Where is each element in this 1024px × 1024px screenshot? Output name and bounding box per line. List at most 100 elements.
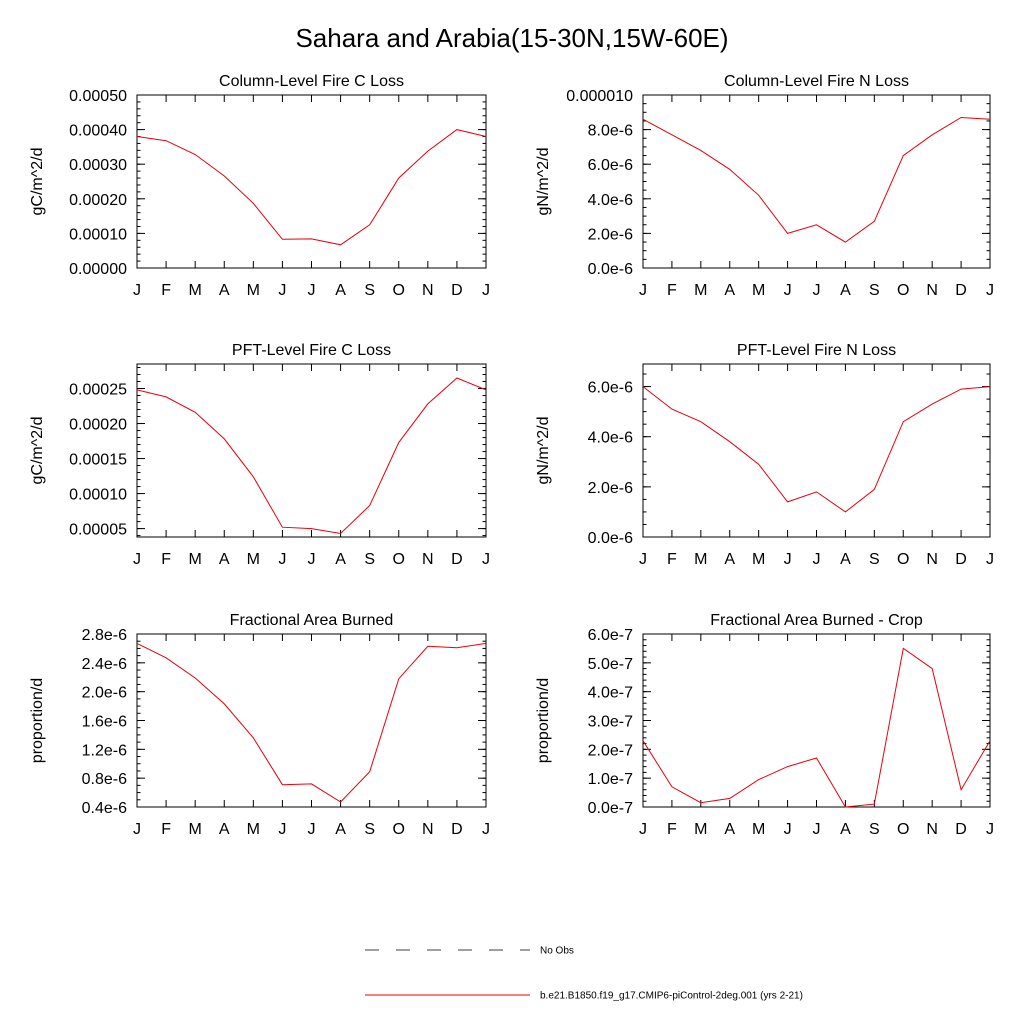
x-tick-label: A (219, 282, 230, 299)
x-tick-label: F (161, 821, 171, 838)
panel-title: PFT-Level Fire C Loss (232, 342, 391, 359)
panel-title: Column-Level Fire N Loss (724, 73, 909, 90)
x-tick-label: J (308, 282, 316, 299)
data-point (368, 504, 370, 506)
x-tick-label: N (422, 282, 434, 299)
x-tick-label: M (752, 282, 765, 299)
x-tick-label: N (422, 821, 434, 838)
data-point (989, 118, 991, 120)
x-tick-label: N (926, 282, 938, 299)
y-tick-label: 2.8e-6 (82, 627, 127, 644)
data-point (281, 238, 283, 240)
data-point (729, 797, 731, 799)
x-tick-label: A (724, 551, 735, 568)
y-tick-label: 2.0e-7 (588, 742, 633, 759)
data-point (485, 389, 487, 391)
x-tick-label: A (724, 821, 735, 838)
x-tick-label: J (308, 551, 316, 568)
x-tick-label: O (393, 551, 405, 568)
data-point (642, 739, 644, 741)
series-line-model (642, 116, 991, 243)
data-point (136, 135, 138, 137)
data-point (252, 476, 254, 478)
x-tick-label: M (189, 551, 202, 568)
x-tick-label: M (189, 821, 202, 838)
x-tick-label: D (451, 821, 463, 838)
y-tick-label: 0.00030 (69, 157, 127, 174)
x-tick-label: A (724, 282, 735, 299)
x-tick-label: F (667, 282, 677, 299)
data-point (398, 677, 400, 679)
y-tick-label: 2.0e-6 (82, 685, 127, 702)
data-point (757, 463, 759, 465)
data-point (960, 116, 962, 118)
x-tick-label: J (278, 282, 286, 299)
data-point (194, 677, 196, 679)
data-point (194, 411, 196, 413)
data-point (310, 527, 312, 529)
data-point (339, 532, 341, 534)
series-line-model (136, 377, 487, 535)
y-tick-label: 0.00000 (69, 261, 127, 278)
y-tick-label: 0.00020 (69, 417, 127, 434)
x-tick-label: A (840, 551, 851, 568)
y-axis-label: proportion/d (535, 678, 552, 763)
y-tick-label: 0.00010 (69, 487, 127, 504)
x-tick-label: O (897, 282, 909, 299)
data-point (844, 241, 846, 243)
y-tick-label: 6.0e-6 (588, 380, 633, 397)
panel-title: Fractional Area Burned - Crop (710, 612, 923, 629)
data-point (815, 224, 817, 226)
y-tick-label: 0.000010 (566, 88, 633, 105)
data-point (729, 441, 731, 443)
data-point (136, 389, 138, 391)
y-tick-label: 8.0e-6 (588, 123, 633, 140)
x-tick-label: F (667, 551, 677, 568)
data-point (931, 134, 933, 136)
data-point (729, 168, 731, 170)
x-tick-label: J (784, 821, 792, 838)
y-tick-label: 4.0e-6 (588, 192, 633, 209)
panel-title: Fractional Area Burned (230, 612, 394, 629)
data-point (873, 220, 875, 222)
y-tick-label: 6.0e-7 (588, 627, 633, 644)
data-point (398, 441, 400, 443)
x-tick-label: J (986, 551, 994, 568)
data-point (642, 385, 644, 387)
x-tick-label: O (393, 821, 405, 838)
x-tick-label: F (161, 551, 171, 568)
y-tick-label: 0.0e-7 (588, 800, 633, 817)
plot-frame (136, 633, 487, 808)
legend-obs-label: No Obs (540, 946, 574, 957)
panel-title: PFT-Level Fire N Loss (737, 342, 896, 359)
data-point (223, 438, 225, 440)
x-tick-label: J (813, 282, 821, 299)
data-point (873, 803, 875, 805)
y-axis-label: gC/m^2/d (29, 417, 46, 485)
data-point (165, 396, 167, 398)
data-point (902, 154, 904, 156)
y-tick-label: 4.0e-6 (588, 430, 633, 447)
data-point (194, 153, 196, 155)
data-point (310, 238, 312, 240)
data-point (281, 783, 283, 785)
data-point (786, 501, 788, 503)
x-tick-label: N (926, 551, 938, 568)
data-point (223, 175, 225, 177)
data-point (815, 491, 817, 493)
x-tick-label: J (482, 821, 490, 838)
x-tick-label: D (955, 282, 967, 299)
x-tick-label: J (639, 821, 647, 838)
x-tick-label: J (986, 282, 994, 299)
x-tick-label: N (926, 821, 938, 838)
y-tick-label: 2.0e-6 (588, 480, 633, 497)
x-tick-label: J (986, 821, 994, 838)
x-tick-label: O (897, 551, 909, 568)
data-point (931, 403, 933, 405)
chart-panel-6: Fractional Area Burned - Crop proportion/… (535, 612, 994, 838)
series-line-model (136, 642, 487, 803)
data-point (252, 202, 254, 204)
x-tick-label: M (247, 551, 260, 568)
